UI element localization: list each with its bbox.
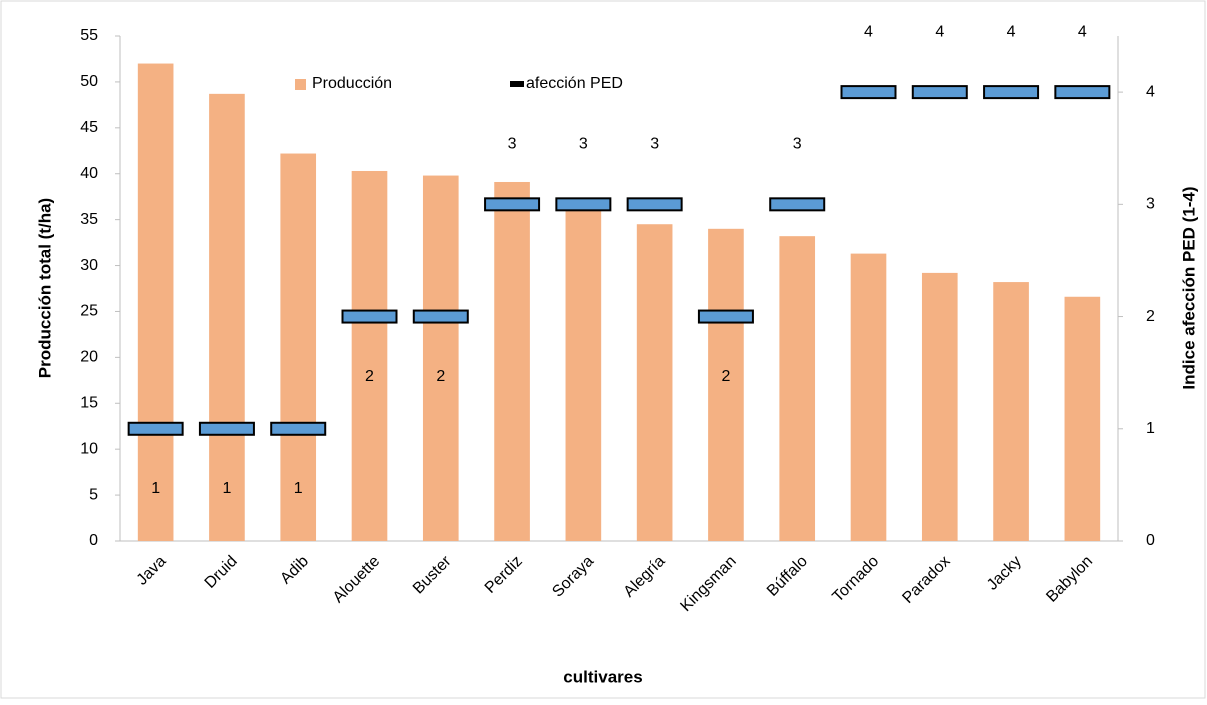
y-tick-label: 25: [80, 303, 98, 320]
y-tick-label: 45: [80, 119, 98, 136]
marker: [341, 309, 398, 324]
marker: [412, 309, 469, 324]
y2-tick-label: 1: [1146, 420, 1155, 437]
bar: [494, 181, 530, 541]
marker: [270, 421, 327, 436]
y2-tick-label: 2: [1146, 308, 1155, 325]
marker: [198, 421, 255, 436]
y-tick-label: 50: [80, 73, 98, 90]
bar: [636, 224, 673, 541]
marker: [911, 85, 968, 100]
y-tick-label: 10: [80, 440, 98, 457]
legend-label: afección PED: [526, 75, 623, 92]
y-tick-label: 15: [80, 394, 98, 411]
y2-tick-label: 4: [1146, 83, 1155, 100]
y2-tick-label: 3: [1146, 196, 1155, 213]
data-label: 3: [793, 136, 802, 153]
y-tick-label: 30: [80, 257, 98, 274]
marker: [697, 309, 754, 324]
bar: [708, 228, 744, 541]
bar: [779, 236, 816, 541]
x-axis-title: cultivares: [563, 667, 642, 686]
bar: [351, 170, 388, 542]
data-label: 4: [935, 23, 944, 40]
data-label: 4: [1007, 23, 1016, 40]
data-label: 2: [365, 368, 374, 385]
y2-axis-title: Indice afección PED (1-4): [1179, 186, 1198, 389]
data-label: 2: [721, 368, 730, 385]
y-axis-title: Producción total (t/ha): [35, 198, 54, 378]
data-label: 1: [222, 480, 231, 497]
bar: [1064, 296, 1101, 541]
bar: [209, 93, 245, 541]
data-label: 3: [508, 136, 517, 153]
marker: [840, 85, 897, 100]
marker: [484, 197, 541, 212]
data-label: 2: [436, 368, 445, 385]
y-tick-label: 5: [89, 486, 98, 503]
data-label: 4: [864, 23, 873, 40]
y-tick-label: 20: [80, 349, 98, 366]
bar: [993, 282, 1029, 541]
bar: [422, 175, 459, 541]
marker: [626, 197, 683, 212]
bar: [921, 272, 958, 541]
marker: [769, 197, 826, 212]
legend-label: Producción: [312, 75, 392, 92]
data-label: 3: [579, 136, 588, 153]
data-label: 1: [294, 480, 303, 497]
y-tick-label: 35: [80, 211, 98, 228]
y-tick-label: 55: [80, 27, 98, 44]
bar: [280, 153, 317, 541]
marker: [127, 421, 184, 436]
y-tick-label: 40: [80, 165, 98, 182]
legend-swatch: [295, 79, 306, 90]
marker: [983, 85, 1040, 100]
data-label: 1: [151, 480, 160, 497]
legend-swatch: [510, 81, 524, 87]
bar: [137, 63, 174, 541]
data-label: 4: [1078, 23, 1087, 40]
marker: [555, 197, 612, 212]
bar: [565, 205, 602, 541]
y-tick-label: 0: [89, 532, 98, 549]
data-label: 3: [650, 136, 659, 153]
bar: [850, 253, 887, 542]
marker: [1054, 85, 1111, 100]
y2-tick-label: 0: [1146, 532, 1155, 549]
